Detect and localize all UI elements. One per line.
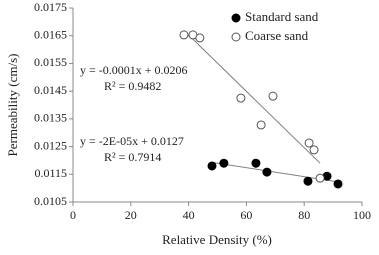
point (303, 176, 313, 186)
trendline (183, 30, 321, 164)
y-tick-label: 0.0125 (34, 138, 67, 152)
y-tick-label: 0.0145 (34, 83, 67, 97)
legend-label: Coarse sand (245, 28, 309, 43)
point (195, 33, 205, 43)
legend-marker (231, 32, 241, 42)
x-tick-label: 60 (240, 208, 252, 222)
y-tick-label: 0.0115 (34, 166, 67, 180)
y-tick-label: 0.0135 (34, 111, 67, 125)
point (207, 161, 217, 171)
point (219, 158, 229, 168)
annotation: y = -0.0001x + 0.0206 (80, 63, 188, 77)
point (251, 158, 261, 168)
y-tick-label: 0.0105 (34, 194, 67, 208)
annotation: R² = 0.9482 (104, 79, 161, 93)
annotation: R² = 0.7914 (104, 150, 161, 164)
x-tick-label: 40 (183, 208, 195, 222)
y-tick-label: 0.0165 (34, 27, 67, 41)
x-tick-label: 100 (353, 208, 371, 222)
legend-label: Standard sand (245, 9, 319, 24)
point (333, 179, 343, 189)
y-axis-label: Permeability (cm/s) (5, 54, 20, 157)
x-tick-label: 0 (70, 208, 76, 222)
point (268, 91, 278, 101)
y-tick-label: 0.0155 (34, 55, 67, 69)
point (262, 167, 272, 177)
point (315, 173, 325, 183)
point (256, 120, 266, 130)
point (304, 138, 314, 148)
legend-marker (231, 13, 241, 23)
y-tick-label: 0.0175 (34, 0, 67, 14)
point (236, 93, 246, 103)
annotation: y = -2E-05x + 0.0127 (80, 134, 184, 148)
x-tick-label: 20 (125, 208, 137, 222)
point (179, 30, 189, 40)
x-axis-label: Relative Density (%) (162, 232, 272, 247)
x-tick-label: 80 (298, 208, 310, 222)
point (309, 145, 319, 155)
